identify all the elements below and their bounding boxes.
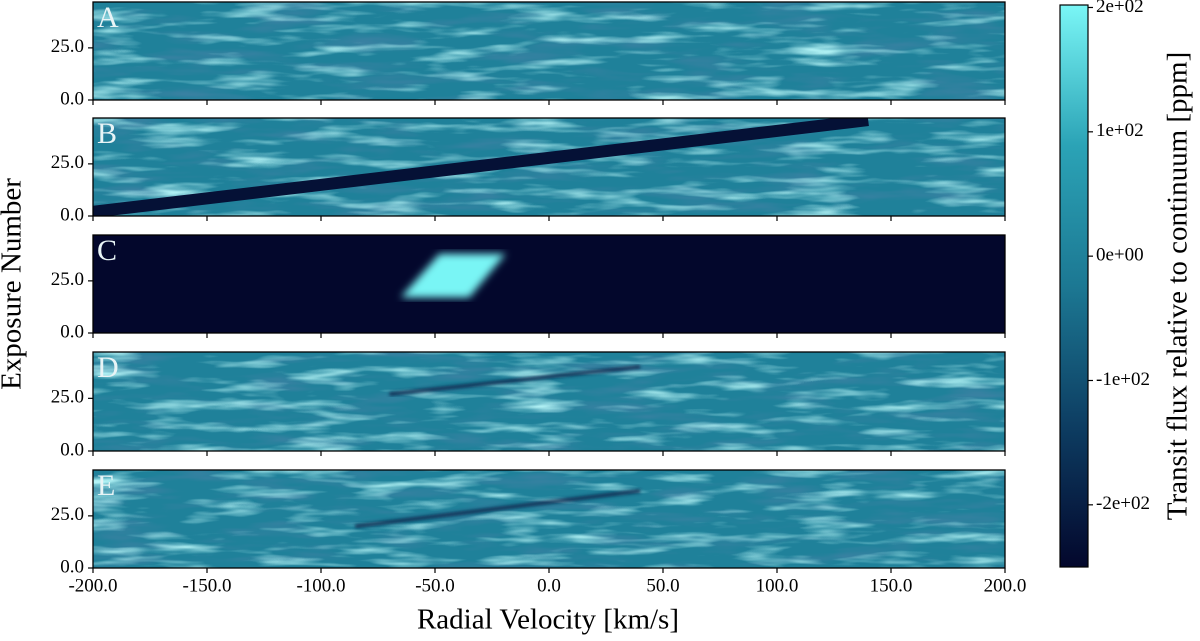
x-tick-label: 150.0 (870, 575, 913, 596)
noise (93, 470, 1005, 568)
y-tick-label: 0.0 (60, 204, 84, 225)
y-tick-label: 25.0 (51, 504, 84, 525)
panel-label: B (97, 117, 117, 150)
panel-label: E (97, 469, 115, 502)
x-tick-label: -100.0 (296, 575, 345, 596)
panel (93, 2, 1005, 100)
x-tick-label: 200.0 (984, 575, 1027, 596)
x-axis-title: Radial Velocity [km/s] (417, 604, 679, 636)
colorbar-tick-label: 1e+02 (1096, 120, 1144, 141)
panel-label: D (97, 351, 119, 384)
y-tick-label: 0.0 (60, 88, 84, 109)
colorbar-tick-label: -1e+02 (1096, 369, 1150, 390)
y-tick-label: 0.0 (60, 556, 84, 577)
panel-label: C (97, 234, 117, 267)
y-tick-label: 0.0 (60, 439, 84, 460)
x-tick-label: 50.0 (646, 575, 679, 596)
panel (93, 235, 1005, 333)
x-tick-label: 0.0 (537, 575, 561, 596)
y-tick-label: 0.0 (60, 321, 84, 342)
panel (93, 118, 1005, 216)
signal-blob (400, 253, 506, 298)
x-tick-label: -150.0 (182, 575, 231, 596)
panel (93, 470, 1005, 568)
x-tick-label: -50.0 (415, 575, 455, 596)
noise (93, 352, 1005, 451)
noise (93, 2, 1005, 100)
y-tick-label: 25.0 (51, 387, 84, 408)
colorbar-tick-label: 0e+00 (1096, 245, 1144, 266)
x-tick-label: -200.0 (68, 575, 117, 596)
mask-band (93, 118, 869, 216)
x-tick-label: 100.0 (756, 575, 799, 596)
colorbar-tick-label: 2e+02 (1096, 0, 1144, 17)
colorbar (1059, 4, 1089, 568)
signal-trail (354, 488, 641, 529)
y-tick-label: 25.0 (51, 36, 84, 57)
panel-label: A (97, 1, 119, 34)
y-tick-label: 25.0 (51, 269, 84, 290)
colorbar-title: Transit flux relative to continuum [ppm] (1162, 52, 1194, 521)
y-tick-label: 25.0 (51, 152, 84, 173)
y-axis-title: Exposure Number (0, 178, 28, 390)
colorbar-tick-label: -2e+02 (1096, 493, 1150, 514)
heatmap-background (93, 235, 1005, 333)
signal-trail (389, 364, 641, 397)
panel (93, 352, 1005, 451)
